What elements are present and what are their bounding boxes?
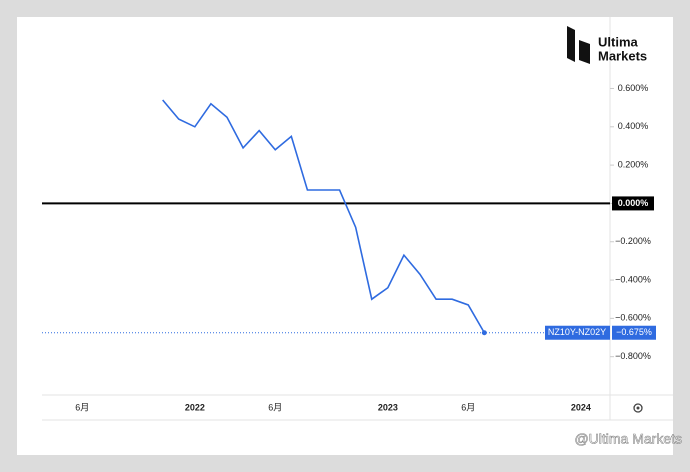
series-line	[162, 99, 486, 334]
last-value-label: −0.675%	[616, 327, 652, 337]
settings-icon[interactable]	[633, 403, 643, 413]
last-point	[481, 330, 487, 336]
series-name-box	[545, 325, 610, 340]
y-tick-label: 0.200%	[618, 159, 649, 169]
series-name: NZ10Y-NZ02Y	[548, 327, 606, 337]
last-value-box	[612, 325, 656, 340]
y-tick-label: 0.000%	[618, 198, 649, 208]
y-tick-label: −0.200%	[615, 236, 651, 246]
x-tick-label: 6月	[461, 402, 475, 412]
y-tick-label: −0.600%	[615, 313, 651, 323]
x-tick-label: 2022	[185, 402, 205, 412]
x-tick-label: 2023	[378, 402, 398, 412]
x-tick-label: 6月	[268, 402, 282, 412]
watermark: @Ultima Markets	[574, 431, 682, 447]
x-tick-label: 6月	[75, 402, 89, 412]
brand-line: Ultima	[598, 34, 639, 49]
brand-line: Markets	[598, 48, 647, 63]
x-tick-label: 2024	[571, 402, 591, 412]
y-tick-label: −0.800%	[615, 351, 651, 361]
logo: Ultima Markets	[567, 26, 647, 64]
panel	[17, 17, 673, 455]
y-tick-highlight	[612, 196, 654, 211]
y-tick-label: −0.400%	[615, 274, 651, 284]
y-tick-label: 0.600%	[618, 83, 649, 93]
y-tick-label: 0.400%	[618, 121, 649, 131]
